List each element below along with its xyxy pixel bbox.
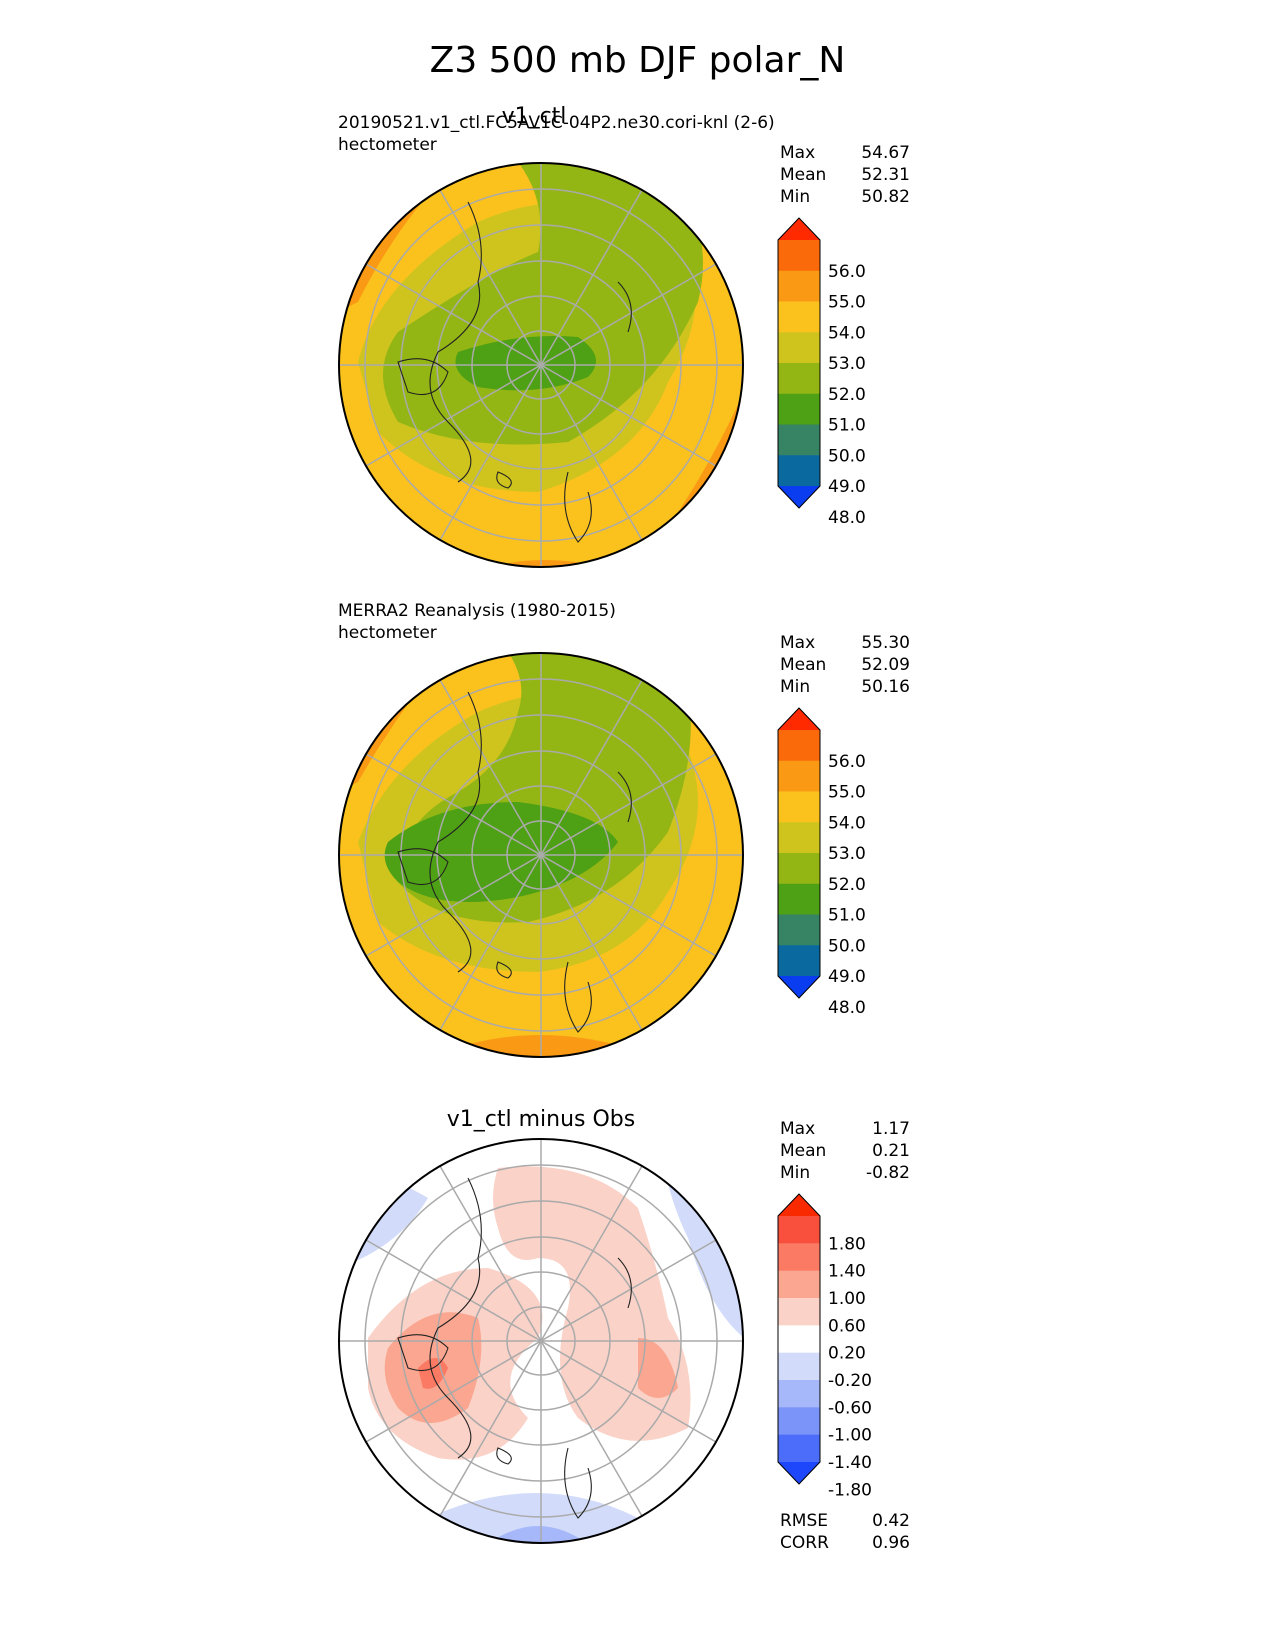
colorbar-tick-label: 48.0	[828, 508, 866, 528]
colorbar-tick-label: 49.0	[828, 967, 866, 987]
colorbar-tick-label: 1.80	[828, 1234, 866, 1254]
colorbar-extend-bottom	[778, 1462, 820, 1484]
panel-1-map	[338, 162, 744, 568]
colorbar-tick-label: -0.20	[828, 1371, 872, 1391]
colorbar-tick-label: 1.00	[828, 1289, 866, 1309]
colorbar-segment	[778, 760, 820, 792]
panel-1-subtitle: 20190521.v1_ctl.FC5AV1C-04P2.ne30.cori-k…	[338, 113, 775, 133]
colorbar-segment	[778, 1434, 820, 1463]
panel-3-title: v1_ctl minus Obs	[446, 1107, 636, 1132]
colorbar-tick-label: 52.0	[828, 875, 866, 895]
colorbar-tick-label: 56.0	[828, 262, 866, 282]
colorbar-extend-top	[778, 708, 820, 730]
colorbar-tick-label: 53.0	[828, 354, 866, 374]
colorbar-tick-label: 51.0	[828, 416, 866, 436]
colorbar-tick-label: 51.0	[828, 906, 866, 926]
colorbar-segment	[778, 363, 820, 395]
colorbar-tick-label: 54.0	[828, 813, 866, 833]
colorbar-tick-label: -1.40	[828, 1453, 872, 1473]
colorbar-segment	[778, 822, 820, 854]
panel-2-map	[338, 652, 744, 1058]
colorbar-tick-label: 55.0	[828, 783, 866, 803]
colorbar-outline	[777, 707, 821, 999]
colorbar-segment	[778, 455, 820, 487]
colorbar-segment	[778, 424, 820, 456]
colorbar-segment	[778, 1380, 820, 1408]
colorbar-tick-label: 50.0	[828, 936, 866, 956]
panel-2-units: hectometer	[338, 623, 437, 643]
colorbar-extend-bottom	[778, 486, 820, 508]
colorbar-segment	[778, 270, 820, 302]
panel-1-units: hectometer	[338, 135, 437, 155]
colorbar-tick-label: -1.80	[828, 1480, 872, 1500]
colorbar-tick-label: 1.40	[828, 1262, 866, 1282]
colorbar-segment	[778, 1352, 820, 1381]
colorbar-tick-label: -1.00	[828, 1426, 872, 1446]
colorbar-segment	[778, 240, 820, 272]
colorbar-segment	[778, 853, 820, 885]
colorbar-tick-label: 54.0	[828, 323, 866, 343]
figure-title: Z3 500 mb DJF polar_N	[429, 40, 846, 81]
colorbar-segment	[778, 914, 820, 946]
panel-1-colorbar: 56.0 55.0 54.0 53.0 52.0 51.0 50.0 49.0 48.0	[777, 217, 866, 528]
colorbar-segment	[778, 1270, 820, 1299]
colorbar-tick-label: 56.0	[828, 752, 866, 772]
colorbar-segment	[778, 730, 820, 762]
panel-2-subtitle: MERRA2 Reanalysis (1980-2015)	[338, 601, 616, 621]
colorbar-segment	[778, 332, 820, 364]
colorbar-extend-top	[778, 218, 820, 240]
panel-2-colorbar: 56.0 55.0 54.0 53.0 52.0 51.0 50.0 49.0 48.0	[777, 707, 866, 1018]
colorbar-tick-label: 0.20	[828, 1344, 866, 1364]
colorbar-tick-label: 49.0	[828, 477, 866, 497]
colorbar-segment	[778, 1325, 820, 1354]
colorbar-tick-label: 0.60	[828, 1316, 866, 1336]
colorbar-segment	[778, 1243, 820, 1272]
colorbar-segment	[778, 1216, 820, 1244]
colorbar-segment	[778, 1407, 820, 1436]
colorbar-segment	[778, 1298, 820, 1326]
panel-3-map	[338, 1138, 744, 1544]
colorbar-segment	[778, 791, 820, 823]
colorbar-segment	[778, 945, 820, 977]
colorbar-extend-bottom	[778, 976, 820, 998]
colorbar-tick-label: -0.60	[828, 1398, 872, 1418]
colorbar-tick-label: 48.0	[828, 998, 866, 1018]
panel-3-colorbar: 1.80 1.40 1.00 0.60 0.20 -0.20 -0.60 -1.00 -1.40…	[777, 1193, 872, 1500]
colorbar-tick-label: 55.0	[828, 293, 866, 313]
colorbar-tick-label: 52.0	[828, 385, 866, 405]
colorbar-segment	[778, 301, 820, 333]
panel-1-title: v1_ctl	[501, 104, 567, 129]
colorbar-extend-top	[778, 1194, 820, 1216]
colorbar-tick-label: 50.0	[828, 446, 866, 466]
colorbar-outline	[777, 1193, 821, 1485]
colorbar-segment	[778, 883, 820, 915]
colorbar-outline	[777, 217, 821, 509]
colorbar-tick-label: 53.0	[828, 844, 866, 864]
colorbar-segment	[778, 393, 820, 425]
